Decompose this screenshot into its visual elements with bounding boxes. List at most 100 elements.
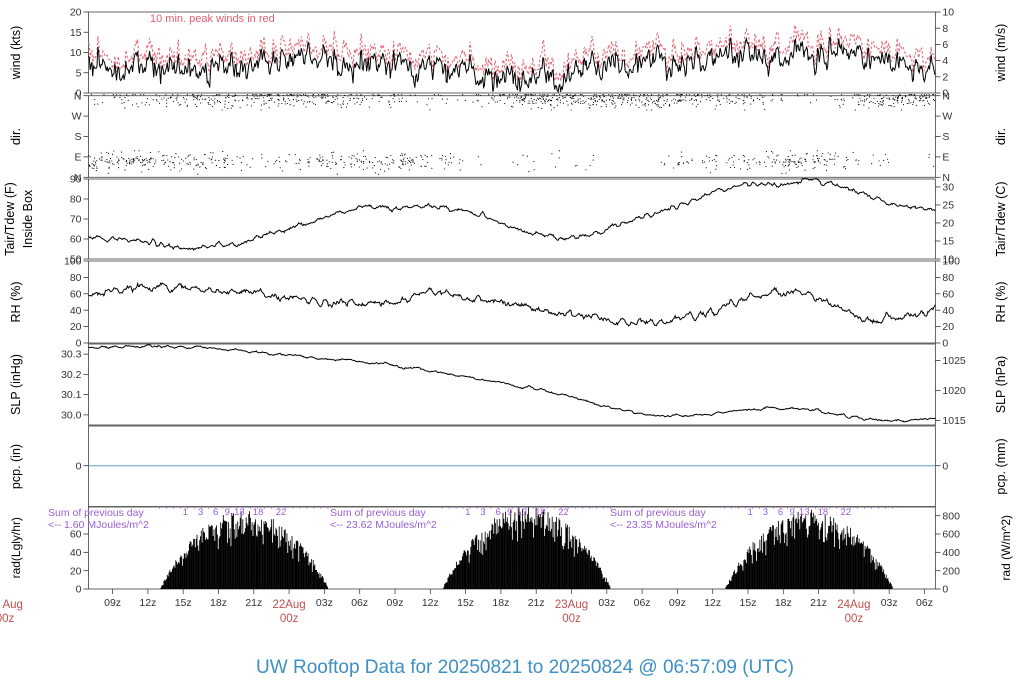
svg-text:15z: 15z	[175, 597, 192, 609]
svg-text:30: 30	[942, 182, 954, 194]
svg-text:0: 0	[76, 460, 82, 472]
svg-text:20: 20	[70, 321, 82, 333]
svg-text:N: N	[942, 90, 950, 102]
svg-text:0: 0	[942, 460, 948, 472]
svg-text:21z: 21z	[810, 597, 827, 609]
svg-text:90: 90	[70, 174, 82, 186]
svg-text:80: 80	[70, 194, 82, 206]
svg-text:RH (%): RH (%)	[994, 282, 1008, 323]
svg-text:dir.: dir.	[8, 128, 23, 145]
svg-text:20: 20	[70, 7, 82, 19]
svg-text:dir.: dir.	[993, 128, 1008, 145]
svg-text:60: 60	[70, 288, 82, 300]
svg-text:03z: 03z	[316, 597, 333, 609]
svg-text:pcp. (in): pcp. (in)	[9, 444, 23, 489]
svg-text:09z: 09z	[387, 597, 404, 609]
svg-text:06z: 06z	[351, 597, 368, 609]
svg-text:N: N	[74, 90, 82, 102]
svg-text:SLP (inHg): SLP (inHg)	[9, 354, 23, 415]
svg-text:Sum of previous day: Sum of previous day	[48, 507, 144, 519]
svg-text:3: 3	[480, 507, 485, 518]
svg-text:18z: 18z	[775, 597, 792, 609]
svg-text:30.0: 30.0	[61, 409, 82, 421]
svg-text:5: 5	[76, 67, 82, 79]
svg-text:W: W	[72, 111, 82, 123]
svg-text:30.1: 30.1	[61, 389, 82, 401]
svg-text:06z: 06z	[634, 597, 651, 609]
svg-text:3: 3	[763, 507, 768, 518]
svg-text:<-- 1.60 MJoules/m^2: <-- 1.60 MJoules/m^2	[48, 519, 149, 531]
svg-text:1: 1	[183, 507, 188, 518]
svg-text:<-- 23.62 MJoules/m^2: <-- 23.62 MJoules/m^2	[330, 519, 437, 531]
svg-text:60: 60	[70, 234, 82, 246]
svg-text:rad (W/m^2): rad (W/m^2)	[999, 515, 1013, 581]
svg-text:18: 18	[253, 507, 264, 518]
svg-text:W: W	[942, 111, 952, 123]
svg-text:13: 13	[517, 507, 528, 518]
svg-text:60: 60	[942, 288, 954, 300]
svg-text:Sum of previous day: Sum of previous day	[610, 507, 706, 519]
svg-text:6: 6	[942, 39, 948, 51]
svg-text:rad(Lgly/hr): rad(Lgly/hr)	[9, 517, 23, 578]
svg-text:Inside Box: Inside Box	[21, 189, 35, 248]
svg-text:20: 20	[942, 218, 954, 230]
svg-text:10 min. peak winds in red: 10 min. peak winds in red	[150, 13, 275, 25]
svg-text:1020: 1020	[942, 385, 966, 397]
svg-text:RH (%): RH (%)	[9, 282, 23, 323]
svg-text:2: 2	[942, 71, 948, 83]
svg-text:12z: 12z	[139, 597, 156, 609]
svg-text:18z: 18z	[492, 597, 509, 609]
svg-text:10: 10	[942, 7, 954, 19]
svg-text:1025: 1025	[942, 355, 966, 367]
svg-text:30.3: 30.3	[61, 349, 82, 361]
svg-text:SLP (hPa): SLP (hPa)	[994, 356, 1008, 413]
svg-text:<-- 23.35 MJoules/m^2: <-- 23.35 MJoules/m^2	[610, 519, 717, 531]
svg-text:9: 9	[225, 507, 230, 518]
svg-text:6: 6	[778, 507, 783, 518]
svg-text:6: 6	[213, 507, 218, 518]
svg-text:S: S	[942, 131, 949, 143]
svg-text:03z: 03z	[598, 597, 615, 609]
svg-text:0: 0	[942, 584, 948, 596]
svg-text:20: 20	[70, 565, 82, 577]
svg-text:3: 3	[198, 507, 203, 518]
svg-text:9: 9	[507, 507, 512, 518]
svg-text:00z: 00z	[562, 613, 581, 625]
svg-text:00z: 00z	[845, 613, 864, 625]
svg-text:00z: 00z	[0, 613, 15, 625]
svg-text:22: 22	[841, 507, 852, 518]
svg-text:21z: 21z	[528, 597, 545, 609]
svg-text:21z: 21z	[245, 597, 262, 609]
svg-text:12z: 12z	[704, 597, 721, 609]
svg-text:pcp. (mm): pcp. (mm)	[994, 438, 1008, 494]
svg-text:40: 40	[942, 305, 954, 317]
svg-text:22: 22	[276, 507, 287, 518]
svg-text:22: 22	[558, 507, 569, 518]
svg-text:100: 100	[942, 256, 960, 268]
svg-text:21 Aug: 21 Aug	[0, 599, 23, 611]
svg-text:10: 10	[70, 47, 82, 59]
svg-text:6: 6	[495, 507, 500, 518]
svg-text:15z: 15z	[457, 597, 474, 609]
svg-text:E: E	[74, 152, 81, 164]
svg-text:13: 13	[234, 507, 245, 518]
svg-text:600: 600	[942, 529, 960, 541]
svg-text:80: 80	[942, 272, 954, 284]
svg-text:4: 4	[942, 55, 948, 67]
svg-text:0: 0	[942, 338, 948, 350]
svg-text:22Aug: 22Aug	[272, 599, 305, 611]
svg-text:15: 15	[70, 27, 82, 39]
svg-text:1: 1	[465, 507, 470, 518]
svg-text:Sum of previous day: Sum of previous day	[330, 507, 426, 519]
svg-text:20: 20	[942, 321, 954, 333]
svg-text:0: 0	[76, 584, 82, 596]
svg-text:9: 9	[789, 507, 794, 518]
svg-text:03z: 03z	[881, 597, 898, 609]
svg-text:18z: 18z	[210, 597, 227, 609]
svg-text:400: 400	[942, 547, 960, 559]
svg-text:25: 25	[942, 200, 954, 212]
svg-text:23Aug: 23Aug	[555, 599, 588, 611]
svg-text:40: 40	[70, 305, 82, 317]
svg-text:Tair/Tdew (C): Tair/Tdew (C)	[994, 181, 1008, 256]
svg-text:1015: 1015	[942, 415, 966, 427]
